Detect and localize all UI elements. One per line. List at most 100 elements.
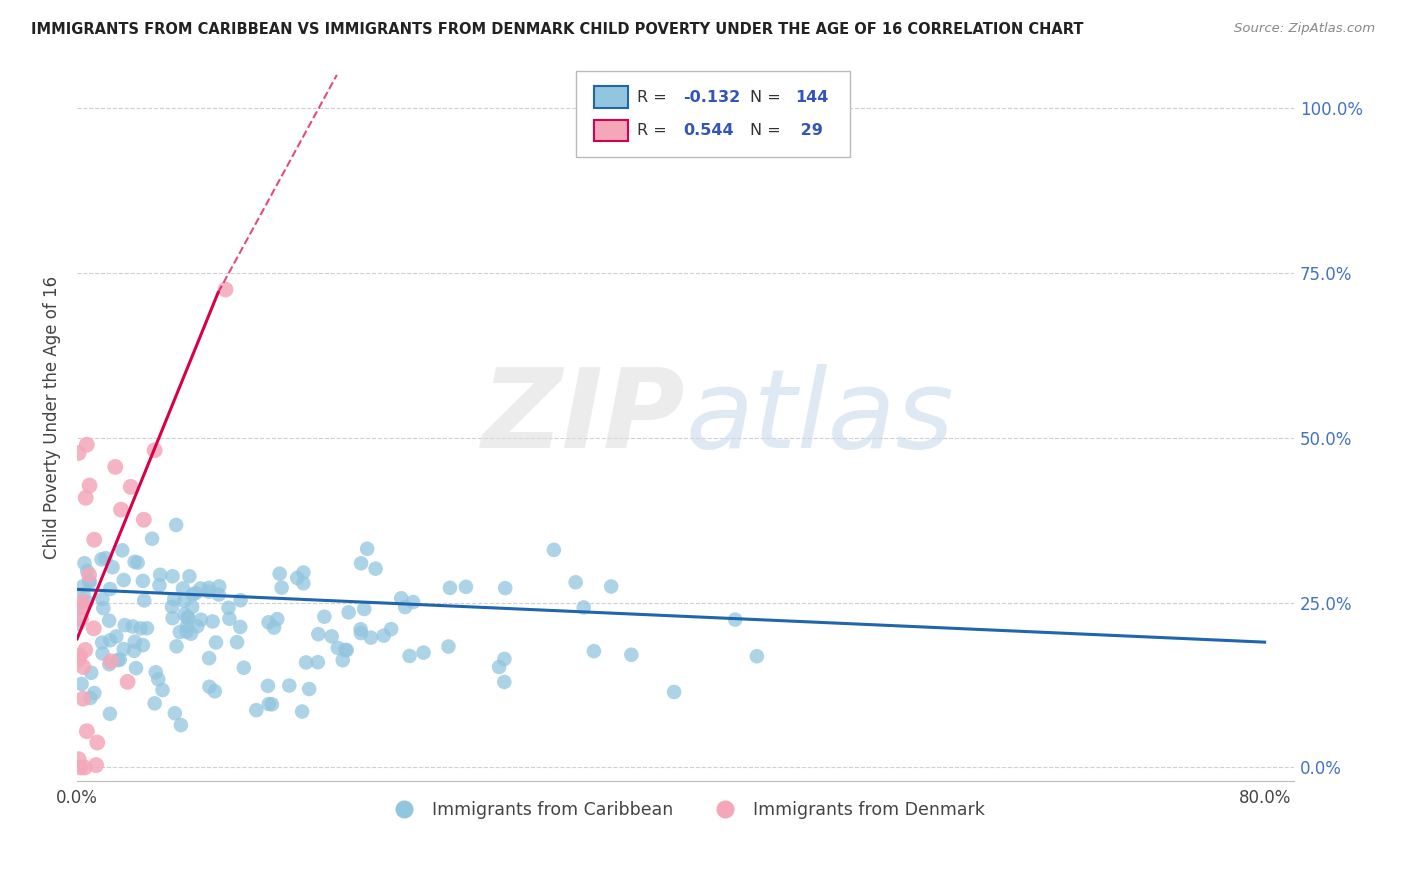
Point — [107, 653, 129, 667]
Point — [257, 697, 280, 711]
Point — [75, 491, 97, 505]
Point — [321, 629, 343, 643]
Point — [83, 621, 105, 635]
Point — [162, 611, 184, 625]
Point — [98, 633, 121, 648]
Point — [257, 679, 280, 693]
Point — [186, 619, 208, 633]
Point — [600, 579, 623, 593]
Point — [494, 652, 516, 666]
Point — [91, 601, 114, 615]
Point — [572, 600, 595, 615]
Text: ZIP: ZIP — [482, 365, 686, 471]
Point — [291, 705, 314, 719]
Point — [364, 562, 387, 576]
Point — [263, 621, 285, 635]
Point — [129, 621, 152, 635]
Point — [245, 703, 267, 717]
Point — [205, 635, 228, 649]
Text: -0.132: -0.132 — [683, 90, 741, 104]
Point — [181, 587, 204, 601]
Point — [204, 684, 226, 698]
Point — [336, 643, 359, 657]
Point — [125, 661, 148, 675]
Point — [101, 560, 124, 574]
Point — [90, 552, 112, 566]
Point — [439, 581, 461, 595]
FancyBboxPatch shape — [576, 71, 851, 157]
Point — [543, 542, 565, 557]
Point — [160, 599, 183, 614]
Point — [83, 686, 105, 700]
Point — [270, 581, 292, 595]
Point — [145, 665, 167, 680]
Point — [198, 651, 221, 665]
Point — [72, 660, 94, 674]
Point — [163, 592, 186, 607]
Point — [350, 556, 373, 570]
Point — [86, 735, 108, 749]
Point — [169, 625, 191, 640]
Point — [260, 698, 283, 712]
Point — [76, 724, 98, 739]
Point — [229, 593, 252, 607]
Text: R =: R = — [637, 123, 672, 138]
Point — [120, 480, 142, 494]
Point — [349, 622, 371, 636]
Point — [180, 626, 202, 640]
Point — [380, 622, 402, 636]
Point — [79, 690, 101, 705]
Point — [724, 613, 747, 627]
Point — [307, 627, 329, 641]
Point — [84, 758, 107, 772]
Point — [69, 760, 91, 774]
Point — [73, 556, 96, 570]
Point — [292, 576, 315, 591]
Point — [77, 574, 100, 588]
Point — [337, 606, 360, 620]
Text: Source: ZipAtlas.com: Source: ZipAtlas.com — [1234, 22, 1375, 36]
Point — [190, 582, 212, 596]
Point — [278, 679, 301, 693]
Point — [181, 600, 204, 615]
Text: 29: 29 — [796, 123, 823, 138]
Point — [745, 649, 768, 664]
Point — [127, 556, 149, 570]
Point — [67, 446, 90, 460]
Point — [177, 611, 200, 625]
Point — [166, 640, 188, 654]
Point — [77, 568, 100, 582]
Point — [176, 618, 198, 632]
Point — [152, 683, 174, 698]
Point — [373, 629, 395, 643]
Point — [67, 616, 90, 631]
Point — [83, 533, 105, 547]
Point — [394, 600, 416, 615]
Point — [98, 657, 121, 672]
Point — [72, 691, 94, 706]
Point — [314, 609, 336, 624]
Point — [356, 541, 378, 556]
Point — [67, 601, 90, 615]
Point — [398, 648, 420, 663]
Point — [117, 674, 139, 689]
Point — [132, 513, 155, 527]
Point — [67, 653, 90, 667]
Point — [80, 665, 103, 680]
Point — [72, 600, 94, 615]
Point — [332, 653, 354, 667]
Point — [214, 283, 236, 297]
Text: R =: R = — [637, 90, 672, 104]
Point — [232, 661, 254, 675]
Point — [91, 635, 114, 649]
Point — [72, 587, 94, 601]
Point — [148, 578, 170, 592]
Legend: Immigrants from Caribbean, Immigrants from Denmark: Immigrants from Caribbean, Immigrants fr… — [380, 795, 991, 826]
Point — [100, 654, 122, 668]
Point — [75, 643, 97, 657]
Point — [124, 634, 146, 648]
Text: atlas: atlas — [686, 365, 955, 471]
Point — [307, 655, 329, 669]
Point — [121, 619, 143, 633]
Point — [91, 647, 114, 661]
